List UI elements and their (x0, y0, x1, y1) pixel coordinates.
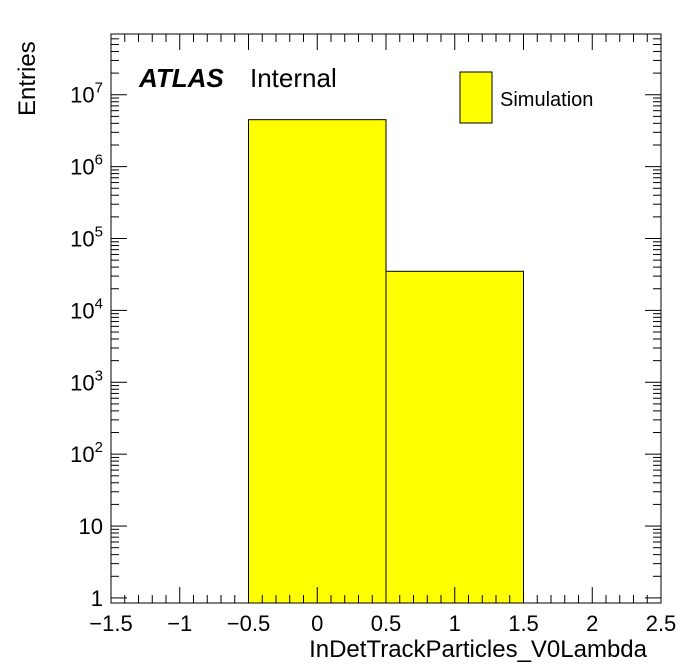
x-tick-label: −1 (167, 611, 192, 636)
x-tick-labels: −1.5 −1 −0.5 0 0.5 1 1.5 2 2.5 (89, 611, 676, 636)
y-tick-label: 106 (70, 152, 103, 180)
legend-label: Simulation (500, 89, 593, 111)
x-tick-label: 0 (311, 611, 323, 636)
histogram-bar (385, 270, 524, 604)
x-tick-label: 0.5 (371, 611, 402, 636)
y-tick-label: 104 (70, 295, 103, 323)
internal-label: Internal (250, 63, 337, 93)
y-tick-label: 107 (70, 80, 103, 108)
histogram-bar (248, 119, 387, 604)
atlas-label: ATLAS (138, 63, 224, 93)
bars-group (248, 119, 524, 604)
y-tick-label: 105 (70, 224, 103, 252)
y-tick-label: 102 (70, 439, 103, 467)
x-tick-label: 2 (586, 611, 598, 636)
x-tick-label: 1.5 (508, 611, 539, 636)
ticks-group (110, 33, 662, 603)
y-tick-labels: 1 10 102 103 104 105 106 107 (70, 80, 103, 611)
x-tick-label: 1 (449, 611, 461, 636)
legend: Simulation (459, 71, 593, 124)
x-tick-label: 2.5 (646, 611, 677, 636)
x-axis-title: InDetTrackParticles_V0Lambda (309, 636, 648, 663)
x-tick-label: −0.5 (227, 611, 270, 636)
y-axis-title: Entries (14, 41, 41, 116)
y-tick-label: 103 (70, 367, 103, 395)
y-tick-label: 10 (79, 514, 103, 539)
x-tick-label: −1.5 (89, 611, 132, 636)
legend-swatch (459, 71, 493, 124)
y-tick-label: 1 (91, 586, 103, 611)
